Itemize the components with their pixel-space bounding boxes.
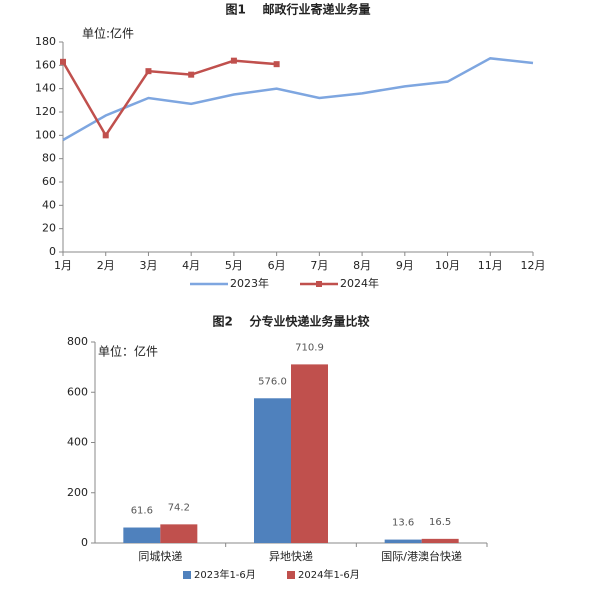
- chart-title: 图1 邮政行业寄递业务量: [225, 2, 370, 17]
- x-tick-label: 5月: [225, 259, 243, 272]
- value-label: 576.0: [258, 376, 287, 387]
- y-tick-label: 0: [81, 536, 88, 549]
- annotation: 单位:亿件: [82, 26, 134, 41]
- point-marker: [188, 71, 195, 78]
- point-marker: [145, 68, 152, 75]
- x-tick-label: 9月: [396, 259, 414, 272]
- value-label: 61.6: [131, 506, 153, 517]
- x-tick-label: 4月: [182, 259, 200, 272]
- x-tick-label: 异地快递: [269, 549, 313, 563]
- chart-title: 图2 分专业快递业务量比较: [212, 314, 369, 329]
- y-tick-label: 40: [42, 198, 56, 211]
- x-tick-label: 10月: [435, 259, 460, 272]
- y-tick-label: 140: [35, 82, 56, 95]
- y-tick-label: 20: [42, 222, 56, 235]
- x-tick-label: 8月: [353, 259, 371, 272]
- point-marker: [230, 57, 237, 64]
- series-line: [61, 59, 277, 138]
- y-tick-label: 400: [67, 436, 88, 449]
- value-label: 13.6: [392, 518, 414, 529]
- point-marker: [273, 61, 280, 68]
- value-label: 74.2: [168, 502, 190, 513]
- y-tick-label: 0: [49, 245, 56, 258]
- bar: [421, 538, 459, 543]
- value-label: 710.9: [295, 342, 324, 353]
- x-tick-label: 7月: [310, 259, 328, 272]
- y-tick-label: 200: [67, 486, 88, 499]
- y-tick-label: 600: [67, 385, 88, 398]
- legend-swatch: [183, 571, 191, 579]
- series-line: [62, 57, 534, 142]
- x-tick-label: 3月: [139, 259, 157, 272]
- bar: [291, 364, 328, 543]
- y-tick-label: 100: [35, 128, 56, 141]
- x-tick-label: 国际/港澳台快递: [381, 549, 462, 563]
- legend-label: 2024年: [340, 276, 379, 290]
- legend-label: 2024年1-6月: [298, 568, 360, 581]
- y-tick-label: 180: [35, 35, 56, 48]
- value-label: 16.5: [429, 517, 451, 528]
- y-tick-label: 160: [35, 58, 56, 71]
- x-tick-label: 12月: [521, 259, 546, 272]
- y-tick-label: 60: [42, 175, 56, 188]
- x-tick-label: 1月: [54, 259, 72, 272]
- bar: [384, 539, 422, 543]
- x-tick-label: 同城快递: [138, 549, 182, 563]
- x-tick-label: 2月: [97, 259, 115, 272]
- y-tick-label: 800: [67, 335, 88, 348]
- y-tick-label: 120: [35, 105, 56, 118]
- bar: [123, 527, 161, 543]
- legend-marker: [316, 281, 322, 287]
- point-marker: [60, 58, 66, 65]
- bar: [160, 524, 198, 543]
- bar: [254, 398, 291, 543]
- legend-label: 2023年: [230, 276, 269, 290]
- legend-label: 2023年1-6月: [194, 568, 256, 581]
- annotation: 单位：亿件: [98, 344, 158, 359]
- x-tick-label: 6月: [268, 259, 286, 272]
- x-tick-label: 11月: [478, 259, 503, 272]
- legend-swatch: [287, 571, 295, 579]
- y-tick-label: 80: [42, 152, 56, 165]
- point-marker: [102, 132, 109, 139]
